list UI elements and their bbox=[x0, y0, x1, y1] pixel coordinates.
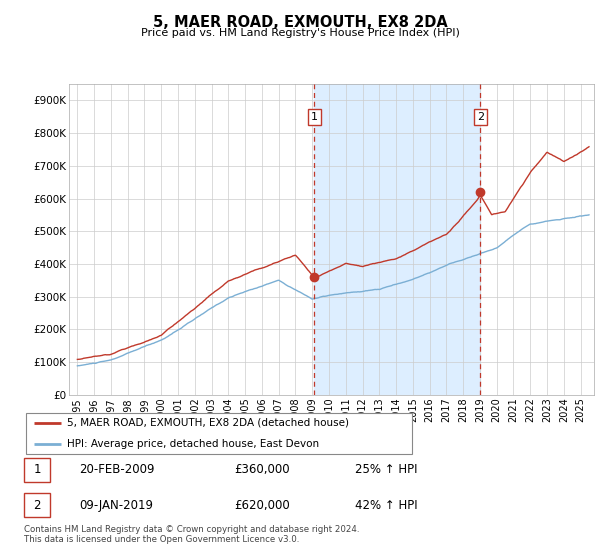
Text: £360,000: £360,000 bbox=[234, 463, 289, 477]
Bar bbox=[314, 84, 481, 395]
Text: 2: 2 bbox=[34, 498, 41, 512]
Text: 20-FEB-2009: 20-FEB-2009 bbox=[79, 463, 155, 477]
Text: 2: 2 bbox=[477, 111, 484, 122]
Text: 25% ↑ HPI: 25% ↑ HPI bbox=[355, 463, 418, 477]
Text: 5, MAER ROAD, EXMOUTH, EX8 2DA (detached house): 5, MAER ROAD, EXMOUTH, EX8 2DA (detached… bbox=[67, 418, 349, 428]
Text: This data is licensed under the Open Government Licence v3.0.: This data is licensed under the Open Gov… bbox=[24, 535, 299, 544]
Text: HPI: Average price, detached house, East Devon: HPI: Average price, detached house, East… bbox=[67, 439, 319, 449]
FancyBboxPatch shape bbox=[26, 413, 412, 454]
Text: 09-JAN-2019: 09-JAN-2019 bbox=[79, 498, 153, 512]
Text: Contains HM Land Registry data © Crown copyright and database right 2024.: Contains HM Land Registry data © Crown c… bbox=[24, 525, 359, 534]
Text: 42% ↑ HPI: 42% ↑ HPI bbox=[355, 498, 418, 512]
Text: Price paid vs. HM Land Registry's House Price Index (HPI): Price paid vs. HM Land Registry's House … bbox=[140, 28, 460, 38]
Text: 1: 1 bbox=[311, 111, 318, 122]
Text: 1: 1 bbox=[34, 463, 41, 477]
Text: £620,000: £620,000 bbox=[234, 498, 290, 512]
FancyBboxPatch shape bbox=[24, 493, 50, 517]
FancyBboxPatch shape bbox=[24, 458, 50, 482]
Text: 5, MAER ROAD, EXMOUTH, EX8 2DA: 5, MAER ROAD, EXMOUTH, EX8 2DA bbox=[152, 15, 448, 30]
